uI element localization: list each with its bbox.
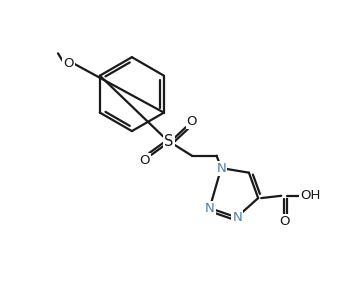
Text: O: O bbox=[279, 215, 290, 228]
Text: O: O bbox=[139, 154, 149, 167]
Text: S: S bbox=[164, 134, 174, 149]
Text: N: N bbox=[205, 202, 214, 215]
Text: O: O bbox=[187, 115, 197, 128]
Text: N: N bbox=[232, 211, 242, 224]
Text: N: N bbox=[216, 162, 226, 175]
Text: OH: OH bbox=[300, 189, 321, 202]
Text: O: O bbox=[63, 57, 74, 70]
